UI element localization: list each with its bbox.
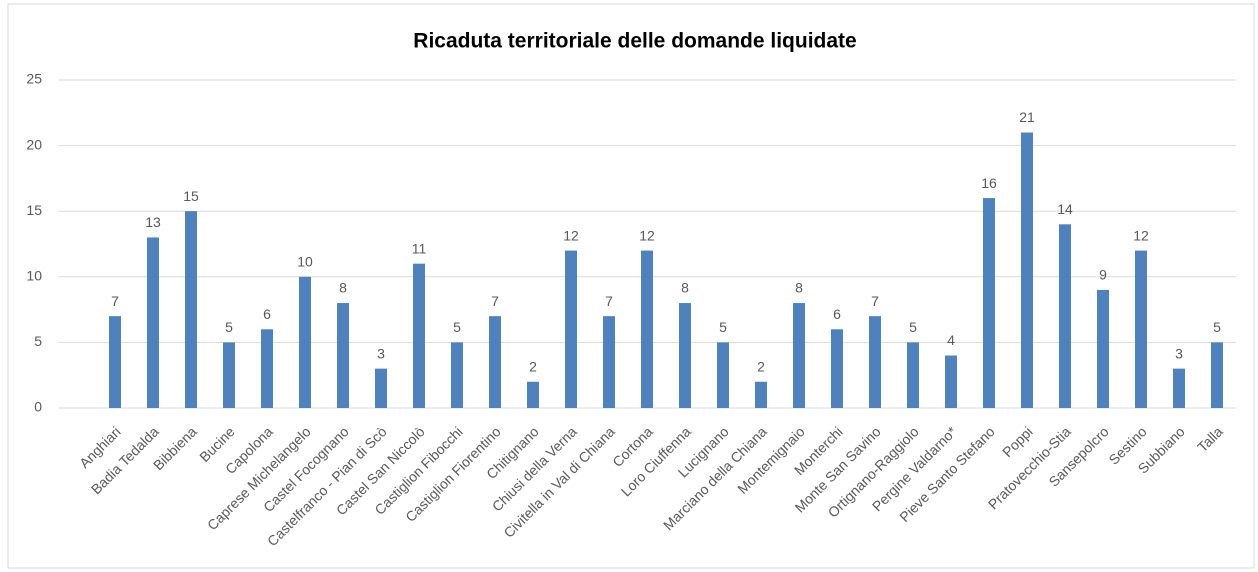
bar [147, 237, 159, 408]
data-label: 5 [719, 319, 727, 335]
bar [1097, 289, 1109, 408]
data-label: 21 [1019, 109, 1035, 125]
bar [223, 342, 235, 408]
bar [1173, 368, 1185, 408]
data-label: 14 [1057, 201, 1073, 217]
data-label: 6 [263, 306, 271, 322]
data-label: 7 [605, 293, 613, 309]
bar [983, 198, 995, 408]
bar [451, 342, 463, 408]
bar [109, 316, 121, 408]
bar [413, 263, 425, 408]
bar [261, 329, 273, 408]
data-label: 12 [1133, 227, 1149, 243]
data-label: 11 [412, 240, 427, 256]
data-label: 7 [491, 293, 499, 309]
data-label: 3 [377, 345, 385, 361]
data-label: 5 [1213, 319, 1221, 335]
data-label: 10 [297, 254, 313, 270]
y-tick-label: 15 [26, 202, 42, 218]
y-tick-label: 5 [34, 333, 42, 349]
bar [831, 329, 843, 408]
data-label: 5 [453, 319, 461, 335]
data-label: 2 [757, 358, 765, 374]
data-label: 13 [145, 214, 161, 230]
data-label: 15 [183, 188, 199, 204]
data-label: 6 [833, 306, 841, 322]
data-label: 16 [981, 175, 997, 191]
data-label: 8 [681, 280, 689, 296]
chart-title: Ricaduta territoriale delle domande liqu… [413, 30, 856, 53]
bar [1059, 224, 1071, 408]
data-label: 9 [1099, 267, 1107, 283]
bar [1135, 250, 1147, 408]
bar [945, 355, 957, 408]
bar [755, 381, 767, 408]
data-label: 7 [111, 293, 119, 309]
bar [185, 211, 197, 408]
data-label: 8 [339, 280, 347, 296]
data-label: 12 [563, 227, 579, 243]
y-tick-label: 0 [34, 399, 42, 415]
data-label: 2 [529, 358, 537, 374]
bar [565, 250, 577, 408]
bar [907, 342, 919, 408]
data-label: 3 [1175, 345, 1183, 361]
data-label: 12 [639, 227, 655, 243]
bar [679, 303, 691, 408]
bar [1211, 342, 1223, 408]
chart-border [7, 3, 1255, 569]
y-tick-label: 25 [26, 71, 42, 87]
bar [603, 316, 615, 408]
bar [1021, 132, 1033, 409]
data-label: 8 [795, 280, 803, 296]
data-label: 5 [225, 319, 233, 335]
bar [299, 276, 311, 408]
data-label: 5 [909, 319, 917, 335]
bar [717, 342, 729, 408]
bar [375, 368, 387, 408]
data-label: 4 [947, 332, 955, 348]
bar [527, 381, 539, 408]
bar [489, 316, 501, 408]
bar [641, 250, 653, 408]
y-tick-label: 20 [26, 136, 42, 152]
y-tick-label: 10 [26, 268, 42, 284]
data-label: 7 [871, 293, 879, 309]
bar [869, 316, 881, 408]
bar [337, 303, 349, 408]
bar [793, 303, 805, 408]
